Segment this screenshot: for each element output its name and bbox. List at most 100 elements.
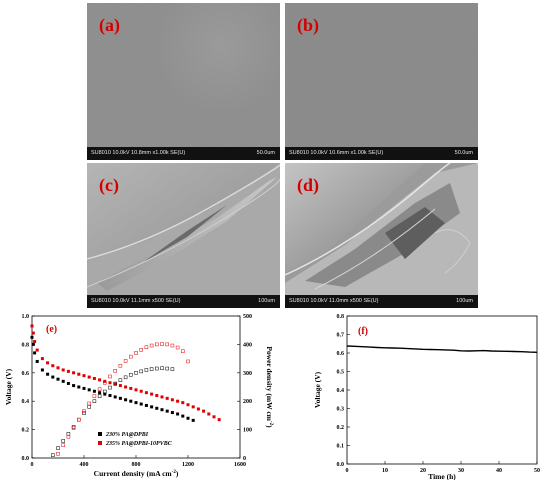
power-point-2: [144, 368, 149, 372]
plot-frame-f: [346, 315, 538, 465]
power-point-2: [155, 366, 159, 371]
voltage-point-0: [108, 394, 112, 398]
voltage-point-1: [196, 407, 200, 411]
sem-info-d: SU8010 10.0kV 11.0mm x500 SE(U): [289, 298, 379, 304]
voltage-point-1: [186, 403, 190, 407]
y-tick-label-f: 0.2: [337, 425, 345, 431]
voltage-point-1: [31, 331, 35, 335]
panel-label-a: (a): [99, 15, 120, 35]
voltage-point-0: [72, 384, 76, 388]
power-point-3: [87, 401, 91, 406]
sem-panel-c: (c) SU8010 10.0kV 11.1mm x500 SE(U) 100u…: [87, 163, 280, 308]
y-tick-label-f: 0.7: [337, 333, 345, 339]
sem-image-d: [285, 163, 478, 295]
voltage-point-0: [40, 368, 44, 372]
voltage-point-0: [87, 388, 91, 392]
voltage-point-0: [139, 402, 143, 406]
x-tick-label-f: 40: [496, 468, 502, 474]
x-tick-label-f: 10: [382, 468, 388, 474]
voltage-point-0: [77, 385, 81, 389]
voltage-point-1: [181, 401, 185, 405]
power-point-2: [160, 366, 164, 371]
power-point-3: [160, 342, 164, 346]
y-tick-label-f: 0.0: [337, 462, 345, 468]
voltage-point-0: [56, 377, 60, 381]
voltage-point-1: [207, 412, 211, 416]
voltage-point-1: [82, 374, 86, 378]
sem-info-a: SU8010 10.0kV 10.8mm x1.00k SE(U): [91, 150, 186, 156]
y-tick-label-f: 0.3: [337, 407, 345, 413]
voltage-point-1: [40, 357, 44, 361]
power-point-2: [92, 399, 97, 403]
y2-tick-label-e: 500: [243, 314, 252, 320]
sem-scale-b: 50.0um: [454, 150, 473, 156]
voltage-point-0: [181, 414, 185, 418]
power-point-3: [92, 394, 97, 398]
power-point-3: [82, 409, 86, 413]
power-point-3: [175, 345, 180, 350]
power-point-3: [71, 426, 76, 430]
power-point-2: [61, 439, 65, 443]
voltage-point-1: [92, 376, 96, 380]
y2-tick-label-e: 200: [243, 399, 252, 405]
x-axis-label-f: Time (h): [428, 472, 456, 480]
power-point-3: [66, 434, 71, 439]
voltage-point-1: [51, 364, 55, 368]
y2-tick-label-e: 100: [243, 428, 252, 434]
legend-e: 230% PA@DPBI 235% PA@DPBI-10PVBC: [98, 432, 173, 447]
voltage-point-1: [191, 405, 195, 409]
voltage-point-1: [202, 409, 206, 413]
voltage-point-1: [72, 371, 76, 375]
x-tick-label-f: 30: [458, 468, 464, 474]
power-point-3: [118, 363, 123, 368]
power-point-2: [103, 389, 107, 394]
x-tick-label-f: 20: [420, 468, 426, 474]
y-tick-label-f: 0.4: [337, 388, 345, 394]
voltage-point-0: [176, 412, 180, 416]
y2-tick-label-e: 300: [243, 371, 252, 377]
sem-panel-b: (b) SU8010 10.0kV 10.6mm x1.00k SE(U) 50…: [285, 3, 478, 160]
voltage-point-0: [113, 395, 117, 399]
sem-info-c: SU8010 10.0kV 11.1mm x500 SE(U): [91, 298, 181, 304]
panel-label-c: (c): [99, 175, 119, 195]
voltage-point-1: [113, 382, 117, 386]
sem-image-c: [87, 163, 280, 295]
power-point-2: [134, 371, 138, 375]
voltage-point-0: [124, 398, 128, 402]
voltage-point-0: [155, 406, 159, 410]
voltage-line-f: [346, 345, 538, 353]
voltage-point-0: [129, 399, 133, 403]
y-tick-label-e: 0.4: [22, 399, 30, 405]
durability-chart: 0 10 20 30 40 50 0.0 0.1 0.2 0.3 0.4 0.5 0.6 0.7 0.8 (…: [313, 314, 540, 480]
power-point-3: [61, 443, 65, 447]
power-point-2: [129, 373, 133, 377]
x-tick-label-f: 50: [534, 468, 540, 474]
voltage-point-0: [31, 342, 35, 346]
power-point-2: [113, 381, 117, 386]
sem-scale-c: 100um: [258, 298, 275, 304]
power-point-3: [77, 417, 81, 422]
power-point-2: [56, 446, 60, 450]
voltage-point-0: [160, 408, 164, 412]
sem-panel-a: (a) SU8010 10.0kV 10.8mm x1.00k SE(U) 50…: [87, 3, 280, 160]
sem-scale-a: 50.0um: [256, 150, 275, 156]
power-point-3: [139, 348, 143, 352]
voltage-point-1: [176, 399, 180, 403]
power-point-2: [51, 453, 55, 457]
x-tick-label-f: 0: [346, 468, 349, 474]
voltage-point-0: [66, 381, 70, 385]
voltage-point-1: [56, 366, 60, 370]
voltage-point-0: [170, 411, 174, 415]
x-axis-label-e: Current density (mA cm-2): [94, 469, 179, 478]
voltage-point-0: [186, 416, 190, 420]
y-axis-label-e: Voltage (V): [4, 368, 13, 405]
voltage-point-1: [144, 391, 148, 395]
y-tick-label-f: 0.8: [337, 314, 345, 320]
voltage-point-0: [150, 405, 154, 409]
power-point-2: [123, 375, 128, 380]
power-point-2: [97, 394, 102, 398]
voltage-point-1: [77, 372, 81, 376]
voltage-point-1: [212, 415, 216, 419]
x-tick-label-e: 1600: [234, 462, 246, 468]
voltage-point-1: [150, 392, 154, 396]
